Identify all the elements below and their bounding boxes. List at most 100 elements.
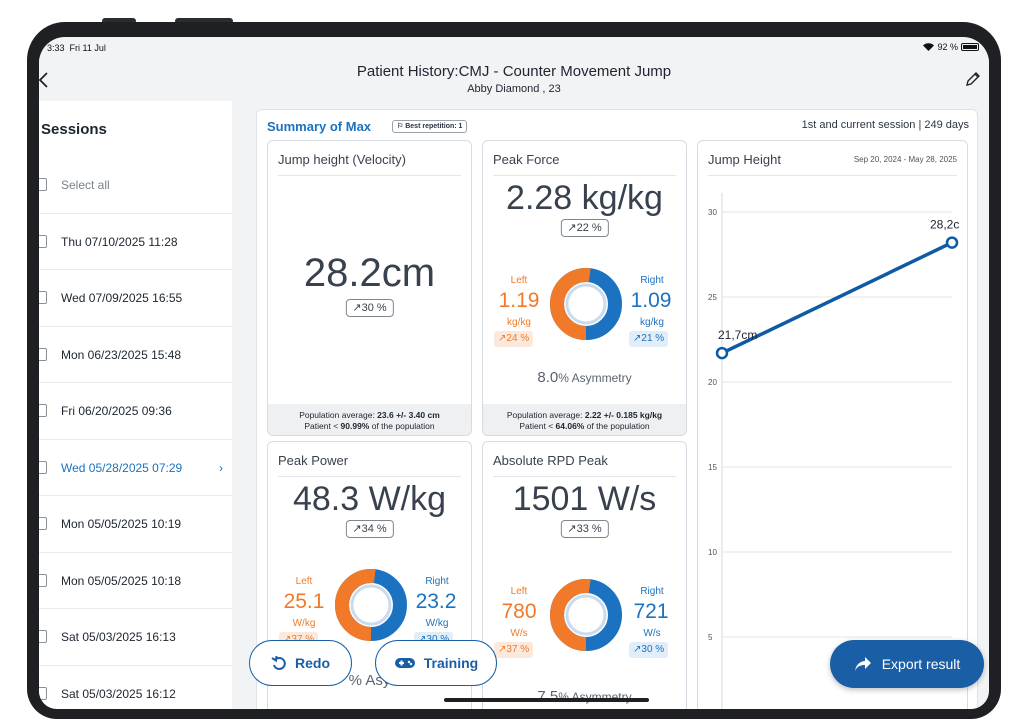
jump-height-card[interactable]: Jump height (Velocity) 28.2cm ↗30 % Popu… <box>267 140 472 436</box>
rpd-value: 1501 W/s <box>512 480 657 518</box>
session-item[interactable]: Thu 07/10/2025 11:28 <box>39 214 232 270</box>
session-list: Select all Thu 07/10/2025 11:28 Wed 07/0… <box>39 157 232 709</box>
checkbox[interactable] <box>39 291 47 304</box>
left-unit: W/kg <box>292 618 316 629</box>
checkbox[interactable] <box>39 517 47 530</box>
session-item[interactable]: Mon 05/05/2025 10:19 <box>39 496 232 553</box>
series-line <box>721 241 953 355</box>
y-tick-label: 25 <box>708 293 717 302</box>
left-unit: W/s <box>510 628 528 639</box>
session-date: Mon 06/23/2025 15:48 <box>61 347 182 362</box>
training-button[interactable]: Training <box>375 640 497 686</box>
checkbox[interactable] <box>39 234 47 248</box>
summary-title: Summary of Max <box>267 119 372 134</box>
left-label: Left <box>510 586 528 597</box>
right-unit: W/kg <box>425 618 449 629</box>
session-item[interactable]: Fri 06/20/2025 09:36 <box>39 383 232 440</box>
trend-up-icon: ↗ <box>352 302 362 314</box>
population-percentile: Patient < 90.99% of the population <box>304 421 435 431</box>
right-unit: kg/kg <box>640 317 664 328</box>
jump-height-chart-card[interactable]: Jump Height Sep 20, 2024 - May 28, 2025 … <box>697 140 968 709</box>
session-item[interactable]: Mon 06/23/2025 15:48 <box>39 327 232 383</box>
trend-up-icon: ↗ <box>352 523 362 535</box>
y-tick-label: 10 <box>708 548 717 557</box>
checkbox[interactable] <box>39 178 47 191</box>
divider <box>493 476 676 477</box>
tablet-frame: 3:33 Fri 11 Jul 92 % Patient History:CMJ… <box>27 22 1001 719</box>
chevron-right-icon: › <box>219 460 223 475</box>
session-date: Fri 06/20/2025 09:36 <box>61 404 172 418</box>
donut-inner-ring <box>565 283 607 325</box>
checkbox[interactable] <box>39 686 47 700</box>
checkbox[interactable] <box>39 460 47 474</box>
best-repetition-badge: ⚐ Best repetition: 1 <box>392 120 468 133</box>
change-badge: ↗34 % <box>345 520 394 538</box>
peak-force-value: 2.28 kg/kg <box>506 179 663 217</box>
change-badge: ↗22 % <box>560 219 609 237</box>
status-right: 92 % <box>923 42 979 52</box>
data-label: 21,7cm <box>718 328 757 342</box>
select-all-item[interactable]: Select all <box>39 157 232 214</box>
redo-label: Redo <box>295 655 330 671</box>
status-time: 3:33 Fri 11 Jul <box>47 43 106 53</box>
left-right-donut <box>550 268 622 340</box>
right-label: Right <box>425 576 449 587</box>
checkbox[interactable] <box>39 630 47 643</box>
session-date: Wed 05/28/2025 07:29 <box>61 460 183 475</box>
y-tick-label: 30 <box>708 208 717 217</box>
change-badge: ↗30 % <box>345 299 394 317</box>
right-change: ↗30 % <box>629 642 669 658</box>
patient-name: Abby Diamond , 23 <box>467 83 561 95</box>
redo-icon <box>271 655 286 670</box>
checkbox[interactable] <box>39 347 47 361</box>
session-item-active[interactable]: Wed 05/28/2025 07:29 › <box>39 440 232 496</box>
donut-inner-ring <box>350 584 392 626</box>
y-tick-label: 15 <box>708 463 717 472</box>
status-bar: 3:33 Fri 11 Jul 92 % <box>39 37 989 57</box>
population-average: Population average: 2.22 +/- 0.185 kg/kg <box>506 410 663 420</box>
session-item[interactable]: Mon 05/05/2025 10:18 <box>39 553 232 609</box>
left-label: Left <box>510 275 528 286</box>
right-label: Right <box>640 275 664 286</box>
summary-panel: Summary of Max ⚐ Best repetition: 1 1st … <box>256 109 978 709</box>
jump-height-line-chart: 30 25 20 15 10 5 21,7cm 28,2c <box>708 193 959 709</box>
divider <box>278 476 461 477</box>
left-value: 780 <box>501 600 537 623</box>
wifi-icon <box>923 43 935 51</box>
population-percentile: Patient < 64.06% of the population <box>519 421 650 431</box>
session-item[interactable]: Sat 05/03/2025 16:13 <box>39 609 232 666</box>
checkbox[interactable] <box>39 573 47 587</box>
redo-button[interactable]: Redo <box>249 640 352 686</box>
divider <box>708 175 957 176</box>
asymmetry: 8.0% Asymmetry <box>537 369 632 386</box>
session-date: Sat 05/03/2025 16:13 <box>61 630 176 644</box>
left-segment <box>550 268 622 340</box>
export-result-button[interactable]: Export result <box>830 640 984 688</box>
divider <box>278 175 461 176</box>
edit-pencil-icon[interactable] <box>965 71 981 87</box>
data-point <box>945 236 959 249</box>
peak-power-card[interactable]: Peak Power 48.3 W/kg ↗34 % Left 25.1 W/k… <box>267 441 472 709</box>
session-item[interactable]: Wed 07/09/2025 16:55 <box>39 270 232 327</box>
data-label: 28,2c <box>930 218 959 232</box>
trend-up-icon: ↗ <box>567 523 577 535</box>
select-all-label: Select all <box>61 178 110 192</box>
back-chevron-icon[interactable] <box>39 71 55 89</box>
checkbox[interactable] <box>39 404 47 417</box>
rpd-peak-card[interactable]: Absolute RPD Peak 1501 W/s ↗33 % Left 78… <box>482 441 687 709</box>
session-info: 1st and current session | 249 days <box>801 119 969 131</box>
y-tick-label: 5 <box>708 633 713 642</box>
peak-force-card[interactable]: Peak Force 2.28 kg/kg ↗22 % Left 1.19 kg… <box>482 140 687 436</box>
right-label: Right <box>640 586 664 597</box>
card-title: Jump height (Velocity) <box>278 152 406 167</box>
session-date: Mon 05/05/2025 10:19 <box>61 517 182 531</box>
nav-header: Patient History:CMJ - Counter Movement J… <box>39 57 989 101</box>
y-tick-label: 20 <box>708 378 717 387</box>
session-item[interactable]: Sat 05/03/2025 16:12 <box>39 666 232 710</box>
page-title: Patient History:CMJ - Counter Movement J… <box>356 63 672 80</box>
right-unit: W/s <box>643 628 661 639</box>
chart-title: Jump Height <box>708 152 781 167</box>
chart-date-range: Sep 20, 2024 - May 28, 2025 <box>853 155 957 164</box>
card-title: Peak Force <box>493 152 560 167</box>
jump-height-value: 28.2cm <box>303 251 436 295</box>
